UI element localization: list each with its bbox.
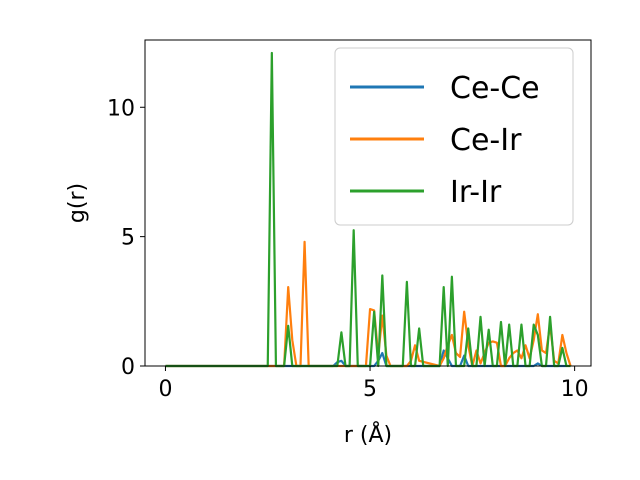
y-axis-label: g(r) <box>65 183 90 223</box>
x-axis: 0 5 10 <box>158 366 589 402</box>
x-tick-label: 0 <box>158 377 172 402</box>
y-axis: 0 5 10 <box>107 96 145 380</box>
legend-label-ir-ir: Ir-Ir <box>450 175 502 210</box>
y-tick-label: 0 <box>121 355 135 380</box>
x-tick-label: 10 <box>561 377 589 402</box>
plot-frame <box>144 39 592 367</box>
legend-label-ce-ce: Ce-Ce <box>450 71 540 106</box>
legend-label-ce-ir: Ce-Ir <box>450 123 522 158</box>
x-axis-label: r (Å) <box>344 421 392 448</box>
y-tick-label: 10 <box>107 96 135 121</box>
x-tick-label: 5 <box>363 377 377 402</box>
y-tick-label: 5 <box>121 226 135 251</box>
legend-box <box>334 47 574 226</box>
series-line-ir-ir <box>165 51 571 368</box>
legend: Ce-Ce Ce-Ir Ir-Ir <box>334 47 574 226</box>
